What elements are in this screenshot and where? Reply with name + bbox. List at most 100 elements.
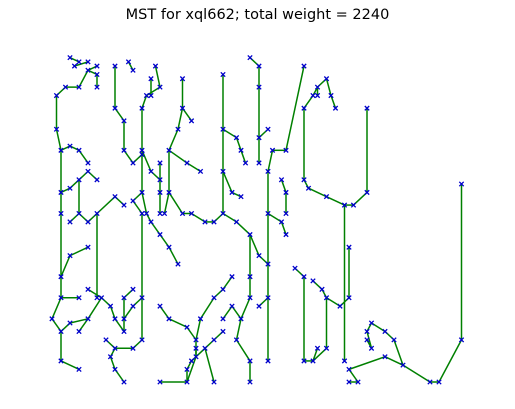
node-marker <box>85 316 91 322</box>
node-marker <box>166 244 172 250</box>
mst-edge <box>78 69 89 88</box>
node-marker <box>148 168 154 175</box>
node-marker <box>76 147 82 153</box>
node-marker <box>314 92 321 99</box>
node-marker <box>175 126 181 132</box>
node-marker <box>301 177 307 183</box>
node-marker <box>112 193 118 200</box>
node-marker <box>94 63 100 69</box>
node-marker <box>436 379 442 385</box>
node-marker <box>130 198 136 204</box>
node-marker <box>121 379 127 385</box>
node-marker <box>364 337 370 343</box>
node-marker <box>130 67 136 73</box>
node-marker <box>112 366 118 373</box>
mst-edge <box>60 255 71 277</box>
node-marker <box>301 274 307 280</box>
node-marker <box>368 320 375 326</box>
node-marker <box>400 362 406 368</box>
node-marker <box>67 252 73 259</box>
node-marker <box>188 118 195 124</box>
node-marker <box>85 67 91 73</box>
node-marker <box>346 379 352 385</box>
node-marker <box>265 210 271 217</box>
node-marker <box>121 328 127 335</box>
node-marker <box>94 295 100 301</box>
node-marker <box>184 160 190 166</box>
node-marker <box>166 147 172 153</box>
node-marker <box>76 59 82 65</box>
node-marker <box>391 337 397 343</box>
mst-edge <box>240 297 251 320</box>
node-marker <box>85 168 91 175</box>
node-marker <box>179 105 186 111</box>
node-marker <box>85 160 91 166</box>
mst-edge <box>168 149 188 164</box>
node-marker <box>323 345 330 351</box>
node-marker <box>197 316 204 322</box>
node-marker <box>247 358 253 364</box>
mst-edge <box>69 318 89 324</box>
node-marker <box>103 337 109 343</box>
mst-edge <box>109 356 116 370</box>
node-marker <box>58 189 64 196</box>
node-marker <box>188 358 195 364</box>
node-marker <box>341 358 348 364</box>
mst-edge <box>240 150 247 164</box>
node-marker <box>139 189 145 196</box>
node-marker <box>53 126 60 132</box>
node-marker <box>112 105 118 111</box>
node-marker <box>157 210 163 217</box>
node-marker <box>328 92 334 99</box>
node-marker <box>121 202 127 208</box>
node-marker <box>188 210 195 217</box>
node-marker <box>139 337 145 343</box>
mst-edge <box>168 128 179 151</box>
mst-edge <box>96 196 116 215</box>
node-marker <box>278 219 285 225</box>
node-marker <box>107 303 114 309</box>
mst-edge <box>51 297 62 320</box>
mst-edge <box>348 356 386 371</box>
node-marker <box>94 210 100 217</box>
node-marker <box>292 265 298 271</box>
mst-edge <box>177 108 184 130</box>
node-marker <box>247 295 253 301</box>
node-marker <box>58 210 64 217</box>
node-marker <box>229 189 235 196</box>
node-marker <box>85 244 91 250</box>
node-marker <box>94 71 100 78</box>
node-marker <box>76 210 82 217</box>
node-marker <box>139 151 145 158</box>
node-marker <box>233 135 240 141</box>
node-marker <box>184 379 190 385</box>
node-marker <box>314 345 321 351</box>
node-marker <box>211 337 217 343</box>
node-marker <box>58 147 64 153</box>
node-marker <box>130 345 136 351</box>
node-marker <box>368 345 375 351</box>
node-marker <box>220 168 226 175</box>
node-marker <box>346 366 352 373</box>
node-marker <box>269 147 276 153</box>
node-marker <box>247 379 253 385</box>
node-marker <box>139 147 145 153</box>
node-marker <box>112 63 118 69</box>
node-marker <box>157 379 163 385</box>
mst-edge <box>235 318 242 341</box>
mst-edge <box>249 234 260 256</box>
nodes <box>49 54 465 385</box>
node-marker <box>62 84 69 90</box>
chart-title: MST for xql662; total weight = 2240 <box>125 7 390 23</box>
node-marker <box>121 147 127 153</box>
node-marker <box>166 189 172 196</box>
node-marker <box>233 337 240 343</box>
node-marker <box>76 84 82 90</box>
node-marker <box>314 84 321 90</box>
mst-edge <box>168 318 188 328</box>
node-marker <box>148 92 154 99</box>
mst-edge <box>325 78 332 96</box>
node-marker <box>184 366 190 373</box>
node-marker <box>220 316 226 322</box>
